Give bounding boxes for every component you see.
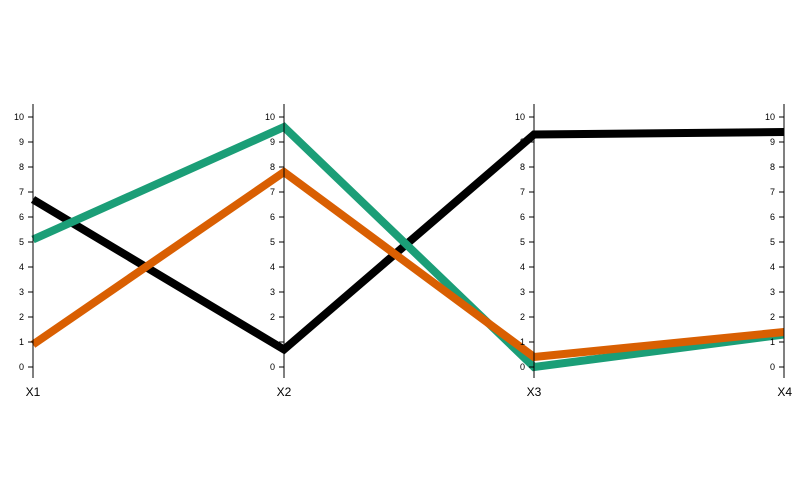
tick-label: 9 (770, 137, 775, 147)
series-line-3 (30, 167, 785, 362)
tick-label: 4 (270, 262, 275, 272)
tick-label: 1 (19, 337, 24, 347)
tick-label: 0 (19, 362, 24, 372)
tick-label: 2 (770, 312, 775, 322)
tick-label: 5 (19, 237, 24, 247)
tick-label: 1 (520, 337, 525, 347)
tick-label: 9 (520, 137, 525, 147)
tick-label: 0 (520, 362, 525, 372)
tick-label: 2 (520, 312, 525, 322)
tick-label: 4 (520, 262, 525, 272)
tick-label: 7 (19, 187, 24, 197)
tick-label: 9 (19, 137, 24, 147)
tick-label: 10 (515, 112, 525, 122)
axis-x3: 0 1 2 3 4 5 6 7 8 9 10 X3 (515, 104, 542, 399)
tick-label: 0 (770, 362, 775, 372)
tick-label: 5 (520, 237, 525, 247)
tick-label: 2 (19, 312, 24, 322)
tick-label: 1 (770, 337, 775, 347)
tick-label: 7 (770, 187, 775, 197)
tick-label: 9 (270, 137, 275, 147)
tick-label: 10 (265, 112, 275, 122)
tick-label: 0 (270, 362, 275, 372)
series-layer (30, 122, 785, 372)
tick-label: 10 (14, 112, 24, 122)
axis-label-x1: X1 (26, 385, 41, 399)
axis-label-x4: X4 (777, 385, 792, 399)
series-line-2 (31, 122, 785, 372)
tick-label: 3 (270, 287, 275, 297)
tick-label: 6 (770, 212, 775, 222)
tick-label: 8 (19, 162, 24, 172)
tick-label: 4 (19, 262, 24, 272)
tick-label: 8 (770, 162, 775, 172)
series-line-1 (30, 128, 785, 355)
axis-x1: 0 1 2 3 4 5 6 7 8 9 10 X1 (14, 104, 41, 399)
tick-label: 4 (770, 262, 775, 272)
tick-label: 6 (270, 212, 275, 222)
axis-x2: 0 1 2 3 4 5 6 7 8 9 10 X2 (265, 104, 292, 399)
tick-label: 3 (770, 287, 775, 297)
tick-label: 5 (270, 237, 275, 247)
tick-label: 2 (270, 312, 275, 322)
tick-label: 7 (520, 187, 525, 197)
tick-label: 1 (270, 337, 275, 347)
tick-label: 5 (770, 237, 775, 247)
axis-x4: 0 1 2 3 4 5 6 7 8 9 10 X4 (765, 104, 792, 399)
axis-label-x2: X2 (277, 385, 292, 399)
tick-label: 3 (19, 287, 24, 297)
tick-label: 6 (520, 212, 525, 222)
tick-label: 3 (520, 287, 525, 297)
tick-label: 8 (270, 162, 275, 172)
axis-label-x3: X3 (527, 385, 542, 399)
tick-label: 10 (765, 112, 775, 122)
tick-label: 7 (270, 187, 275, 197)
tick-label: 6 (19, 212, 24, 222)
axes-layer: 012345678910X1012345678910X2012345678910… (14, 104, 792, 399)
tick-label: 8 (520, 162, 525, 172)
